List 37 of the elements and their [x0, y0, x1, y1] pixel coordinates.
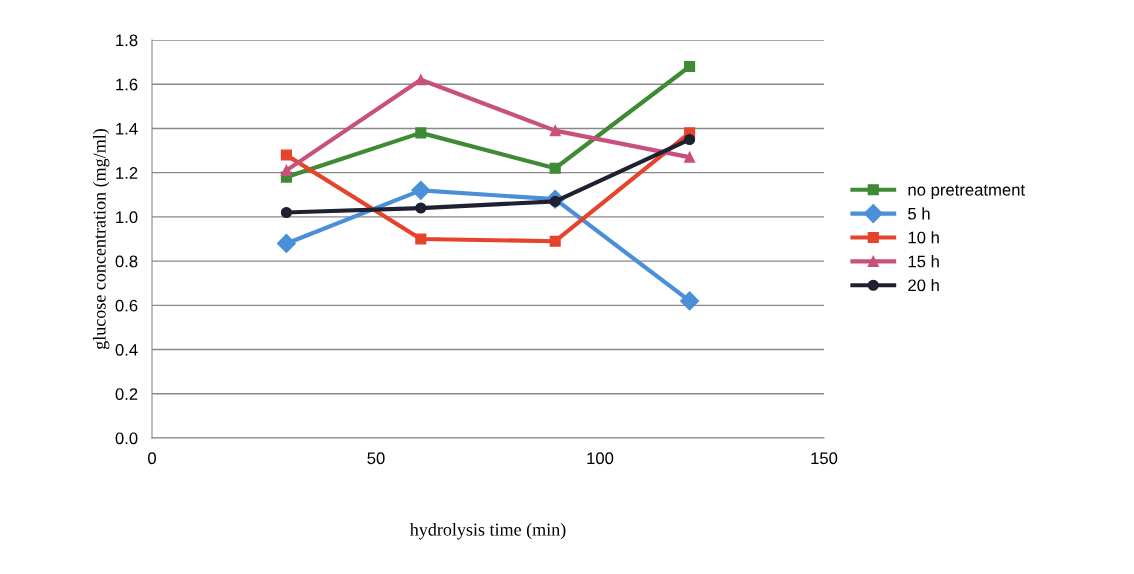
y-tick-label: 1.2 — [116, 167, 138, 179]
y-tick-label: 0.8 — [115, 255, 138, 268]
point — [415, 202, 427, 214]
legend-label: 15 h — [908, 255, 939, 268]
point — [276, 233, 296, 253]
y-tick-label: 0.6 — [115, 299, 138, 312]
y-tick-label: 0.2 — [115, 388, 138, 400]
legend-label: 20 h — [908, 278, 939, 292]
y-tick-label: 1.0 — [116, 211, 138, 224]
point — [684, 60, 696, 73]
point — [280, 206, 292, 219]
point — [280, 164, 292, 177]
point — [280, 149, 292, 161]
point — [549, 235, 561, 247]
point — [549, 162, 561, 174]
point — [415, 127, 427, 139]
x-tick-label: 0 — [148, 452, 156, 465]
point — [684, 133, 696, 146]
x-axis-title: hydrolysis time (min) — [409, 522, 566, 540]
point — [549, 125, 561, 137]
point — [680, 291, 700, 311]
y-tick-label: 1.8 — [116, 34, 138, 47]
x-tick-label: 150 — [811, 452, 838, 465]
y-tick-label: 1.6 — [116, 78, 138, 91]
y-axis-title: glucose concentration (mg/ml) — [92, 128, 110, 350]
point — [415, 74, 427, 86]
y-tick-label: 0.4 — [115, 343, 138, 356]
y-tick-label: 0.0 — [115, 432, 138, 445]
y-tick-label: 1.4 — [116, 123, 138, 135]
point — [415, 233, 427, 245]
legend-label: 10 h — [908, 231, 939, 244]
x-tick-label: 100 — [587, 452, 614, 465]
x-tick-label: 50 — [367, 452, 385, 465]
legend-label: 5 h — [908, 207, 930, 220]
legend-label: no pretreatment — [908, 184, 1025, 200]
point — [684, 151, 696, 163]
point — [411, 180, 431, 200]
